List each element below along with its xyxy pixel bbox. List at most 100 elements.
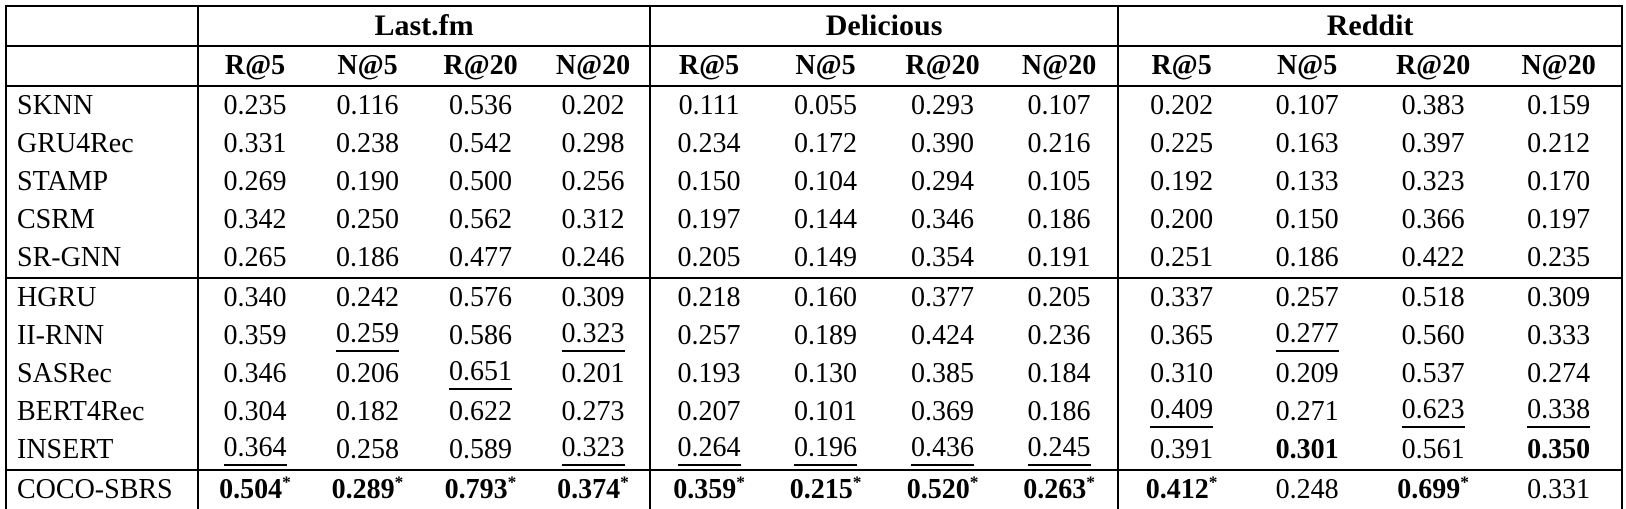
metric-value: 0.184 [1027, 358, 1091, 389]
metric-value-cell: 0.340 [197, 277, 311, 317]
metric-value: 0.196 [794, 434, 858, 466]
metric-value-cell: 0.248 [1244, 469, 1371, 509]
metric-value: 0.365 [1150, 320, 1214, 351]
metric-value-cell: 0.391 [1117, 431, 1245, 470]
model-name: CSRM [17, 204, 95, 235]
metric-value-cell: 0.422 [1370, 239, 1496, 278]
metric-value: 0.560 [1401, 320, 1465, 351]
metric-value: 0.250 [336, 204, 399, 235]
metric-value: 0.385 [911, 358, 975, 389]
metric-value: 0.242 [336, 282, 399, 313]
metric-value: 0.150 [1275, 204, 1339, 235]
metric-value: 0.354 [911, 242, 975, 273]
metric-value: 0.504 [219, 474, 283, 505]
table-row-sknn: SKNN 0.235 0.116 0.536 0.202 0.111 0.055 0.293 0… [6, 86, 1622, 125]
metric-value-cell: 0.365 [1117, 317, 1245, 355]
metric-value: 0.251 [1150, 242, 1214, 273]
metric-value-cell: 0.409 [1117, 393, 1245, 431]
significance-star: * [1086, 472, 1095, 492]
metric-value: 0.170 [1527, 166, 1591, 197]
metric-value: 0.436 [911, 434, 975, 466]
metric-value: 0.520 [906, 474, 970, 505]
significance-star: * [282, 472, 291, 492]
metric-value-cell: 0.562 [424, 201, 537, 239]
metric-value: 0.256 [561, 166, 625, 197]
metric-value: 0.364 [223, 434, 287, 466]
metric-value: 0.340 [223, 282, 287, 313]
metric-value-cell: 0.366 [1370, 201, 1496, 239]
significance-star: * [1208, 472, 1218, 492]
metric-value: 0.186 [1275, 242, 1339, 273]
dataset-header-lastfm: Last.fm [196, 6, 651, 47]
metric-value-cell: 0.105 [1001, 163, 1118, 201]
metric-value-cell: 0.186 [311, 239, 424, 278]
metric-value-cell: 0.236 [1001, 317, 1118, 355]
metric-value-cell: 0.190 [311, 163, 424, 201]
metric-value-cell: 0.257 [1244, 277, 1371, 317]
model-name: HGRU [6, 277, 198, 317]
table-row-sr-gnn: SR-GNN 0.265 0.186 0.477 0.246 0.205 0.149 0.35… [6, 239, 1622, 278]
metric-header-reddit-n20: N@20 [1496, 46, 1623, 87]
metric-value-cell: 0.364 [197, 431, 311, 470]
metric-value: 0.309 [1527, 282, 1591, 313]
metric-value-cell: 0.201 [537, 355, 650, 393]
metric-value-cell: 0.359* [649, 469, 768, 509]
metric-value-cell: 0.186 [1001, 393, 1118, 431]
metric-value-cell: 0.793* [424, 469, 537, 509]
metric-value-cell: 0.055 [767, 86, 884, 125]
metric-value: 0.265 [223, 242, 287, 273]
model-name: GRU4Rec [17, 128, 134, 159]
metric-value-cell: 0.189 [767, 317, 884, 355]
metric-value: 0.201 [561, 358, 625, 389]
metric-value-cell: 0.186 [1244, 239, 1370, 278]
metric-value-cell: 0.116 [311, 86, 424, 125]
metric-value: 0.537 [1401, 358, 1465, 389]
metric-value-cell: 0.359 [197, 317, 311, 355]
significance-star: * [852, 472, 862, 492]
results-table: Last.fm Delicious Reddit R@5 N@5 R@20 N@… [5, 5, 1624, 509]
metric-value: 0.576 [449, 282, 512, 313]
metric-value-cell: 0.242 [311, 277, 424, 317]
metric-value: 0.342 [223, 204, 287, 235]
metric-value-cell: 0.269 [197, 163, 311, 201]
metric-value: 0.259 [336, 320, 399, 352]
metric-header-reddit-n5: N@5 [1244, 46, 1371, 87]
metric-header-lastfm-n5: N@5 [311, 46, 424, 87]
metric-value: 0.163 [1275, 128, 1339, 159]
metric-value: 0.422 [1401, 242, 1465, 273]
metric-value-cell: 0.184 [1001, 355, 1118, 393]
metric-value: 0.338 [1527, 396, 1591, 428]
table-row-csrm: CSRM 0.342 0.250 0.562 0.312 0.197 0.144 0.346 0… [6, 201, 1622, 239]
metric-value-cell: 0.520* [884, 469, 1002, 509]
metric-value-cell: 0.172 [767, 125, 884, 163]
metric-value: 0.310 [1150, 358, 1214, 389]
metric-value: 0.192 [1150, 166, 1214, 197]
metric-value-cell: 0.191 [1001, 239, 1118, 278]
metric-value: 0.263 [1023, 474, 1087, 505]
metric-value: 0.206 [336, 358, 399, 389]
metric-value: 0.202 [561, 90, 625, 121]
metric-value-cell: 0.298 [537, 125, 650, 163]
metric-value: 0.309 [561, 282, 625, 313]
metric-value: 0.172 [794, 128, 858, 159]
metric-value: 0.699 [1397, 474, 1461, 505]
metric-value-cell: 0.273 [537, 393, 650, 431]
metric-value-cell: 0.245 [1001, 431, 1118, 470]
metric-value-cell: 0.246 [537, 239, 650, 278]
metric-value-cell: 0.312 [537, 201, 650, 239]
metric-value-cell: 0.586 [424, 317, 537, 355]
metric-value: 0.383 [1401, 90, 1465, 121]
metric-value-cell: 0.216 [1001, 125, 1118, 163]
model-name: SASRec [17, 358, 112, 389]
metric-value: 0.116 [336, 90, 399, 121]
metric-value: 0.331 [223, 128, 287, 159]
metric-value: 0.235 [1527, 242, 1591, 273]
table-row-stamp: STAMP 0.269 0.190 0.500 0.256 0.150 0.104 0.294… [6, 163, 1622, 201]
metric-value-cell: 0.699* [1370, 469, 1497, 509]
corner-cell [6, 46, 198, 87]
metric-value-cell: 0.256 [537, 163, 650, 201]
metric-value: 0.397 [1401, 128, 1465, 159]
table-row-hgru: HGRU 0.340 0.242 0.576 0.309 0.218 0.160 0.377 0… [6, 277, 1623, 317]
metric-value: 0.333 [1527, 320, 1591, 351]
metric-value: 0.623 [1401, 396, 1465, 428]
